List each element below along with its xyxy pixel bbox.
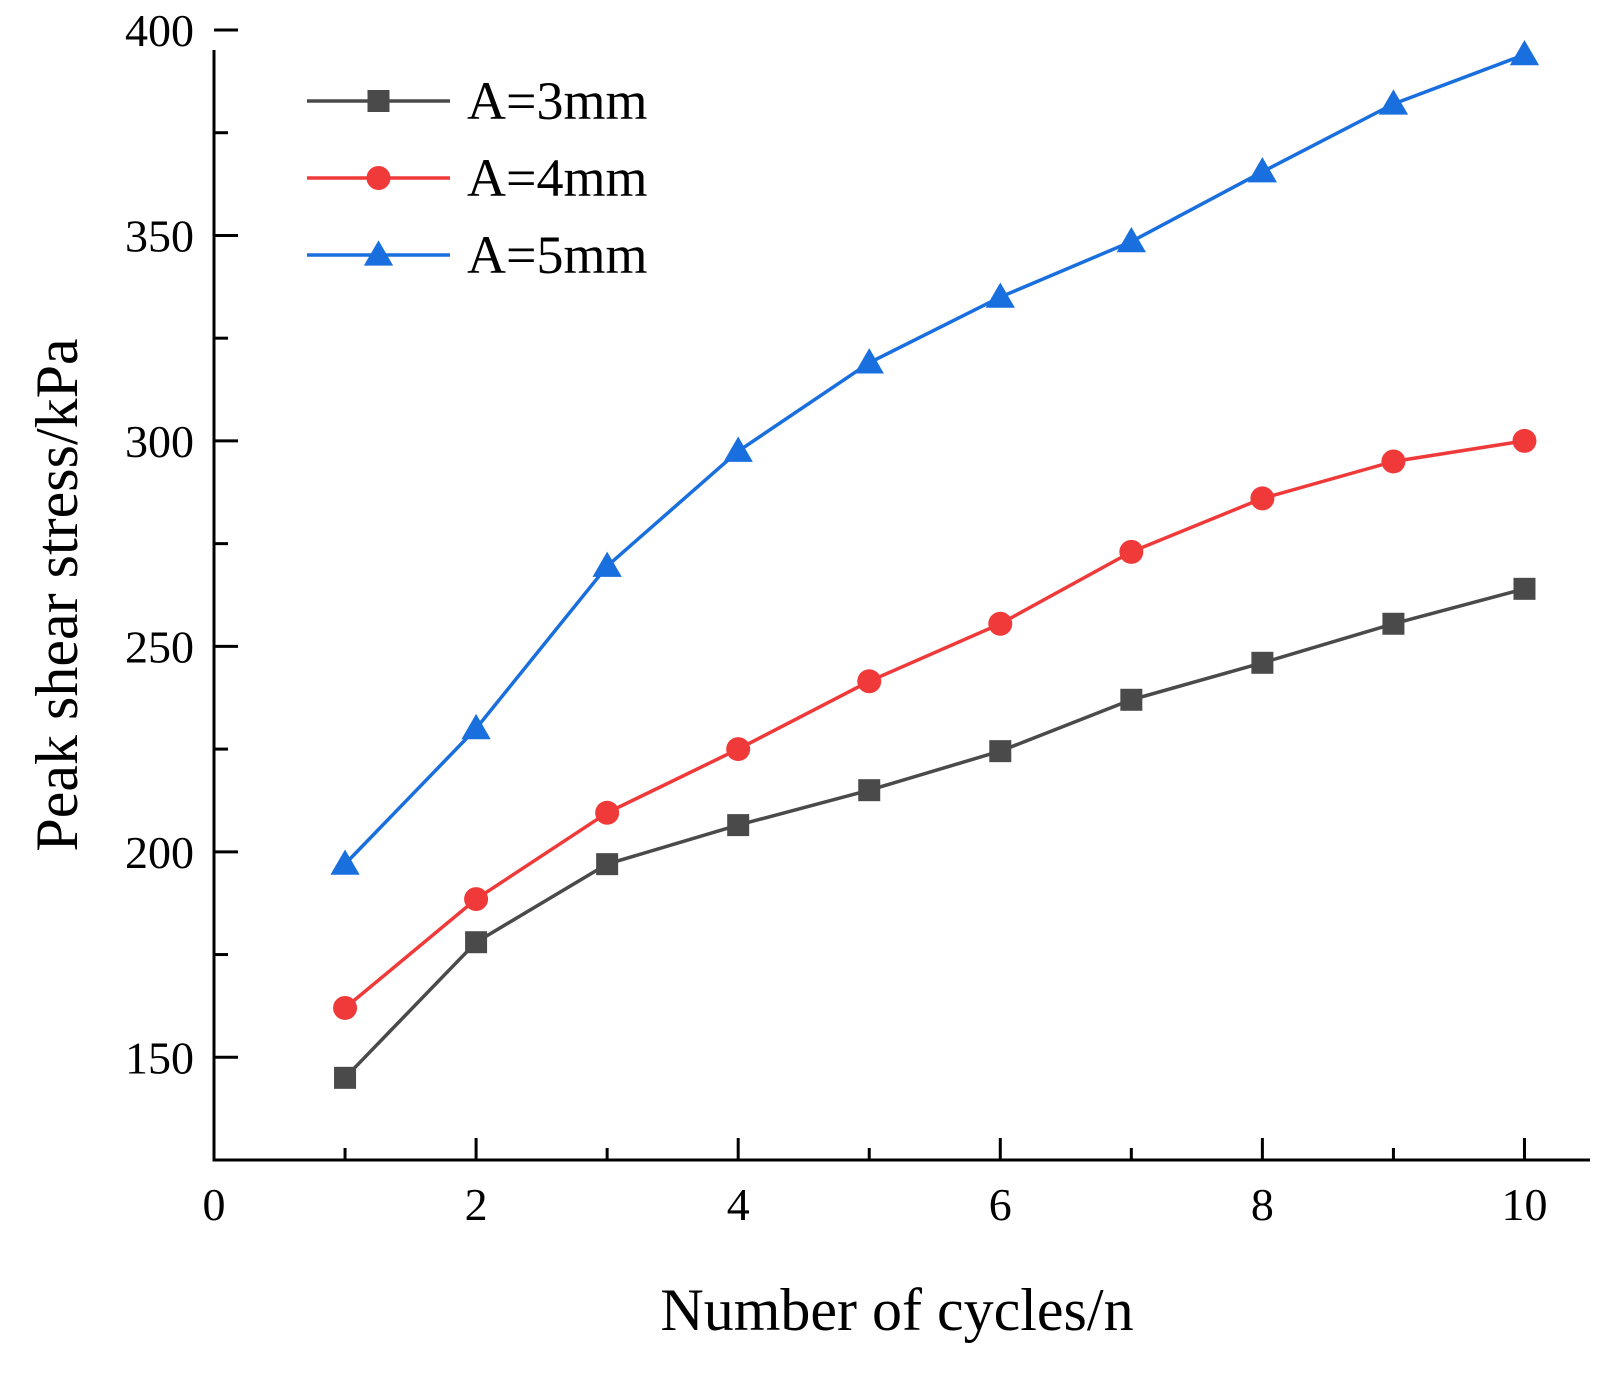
series-line bbox=[343, 439, 1525, 1010]
data-point bbox=[330, 849, 360, 875]
legend-label: A=5mm bbox=[467, 225, 647, 285]
y-axis-label: Peak shear stress/kPa bbox=[24, 338, 90, 851]
data-point bbox=[596, 853, 619, 876]
series-group bbox=[330, 40, 1540, 1089]
legend-marker bbox=[363, 240, 394, 266]
series-A=5mm bbox=[330, 40, 1540, 875]
series-A=3mm bbox=[334, 577, 1536, 1089]
data-point bbox=[1251, 651, 1274, 674]
data-point bbox=[464, 887, 489, 912]
data-point bbox=[989, 740, 1012, 763]
data-point bbox=[1247, 157, 1278, 183]
y-tick-label: 350 bbox=[125, 210, 194, 261]
data-point bbox=[858, 779, 881, 802]
data-point bbox=[726, 737, 751, 762]
data-point bbox=[333, 995, 358, 1020]
series-line bbox=[343, 53, 1526, 866]
data-point bbox=[985, 282, 1015, 308]
data-point bbox=[334, 1066, 357, 1089]
data-point bbox=[1509, 40, 1540, 66]
data-point bbox=[1119, 539, 1144, 564]
legend: A=3mm A=4mm A=5mm bbox=[307, 71, 647, 285]
y-tick-label: 400 bbox=[125, 5, 194, 56]
data-point bbox=[723, 436, 753, 462]
y-tick-label: 250 bbox=[125, 621, 194, 672]
y-tick-label: 150 bbox=[125, 1032, 194, 1083]
y-tick-label: 300 bbox=[125, 416, 194, 467]
x-tick-label: 4 bbox=[727, 1179, 750, 1230]
data-point bbox=[1250, 486, 1275, 511]
data-point bbox=[461, 713, 491, 740]
series-A=4mm bbox=[333, 428, 1537, 1020]
data-point bbox=[854, 348, 884, 374]
legend-label: A=3mm bbox=[467, 71, 647, 131]
data-point bbox=[1116, 226, 1146, 253]
data-point bbox=[1382, 612, 1405, 635]
x-tick-label: 6 bbox=[989, 1179, 1012, 1230]
x-tick-label: 8 bbox=[1251, 1179, 1274, 1230]
y-tick-label: 200 bbox=[125, 827, 194, 878]
legend-label: A=4mm bbox=[467, 148, 647, 208]
data-point bbox=[595, 800, 620, 825]
data-point bbox=[1513, 577, 1536, 600]
legend-item: A=3mm bbox=[307, 71, 647, 131]
legend-marker bbox=[366, 166, 391, 190]
data-point bbox=[1512, 428, 1537, 453]
legend-marker bbox=[367, 90, 390, 112]
legend-item: A=4mm bbox=[307, 148, 647, 208]
x-axis-label: Number of cycles/n bbox=[660, 1277, 1133, 1343]
data-point bbox=[1120, 688, 1143, 711]
x-tick-label: 10 bbox=[1501, 1179, 1547, 1230]
data-point bbox=[592, 551, 622, 577]
data-point bbox=[727, 814, 750, 837]
axes: 0 2 4 6 8 10 150 200 250 300 350 400 bbox=[125, 5, 1590, 1230]
data-point bbox=[1378, 89, 1409, 115]
data-point bbox=[857, 669, 882, 694]
data-point bbox=[988, 611, 1013, 636]
x-tick-label: 0 bbox=[203, 1179, 226, 1230]
legend-item: A=5mm bbox=[307, 225, 647, 285]
x-tick-label: 2 bbox=[465, 1179, 488, 1230]
data-point bbox=[1381, 449, 1406, 474]
data-point bbox=[465, 931, 488, 954]
series-line bbox=[343, 587, 1525, 1080]
